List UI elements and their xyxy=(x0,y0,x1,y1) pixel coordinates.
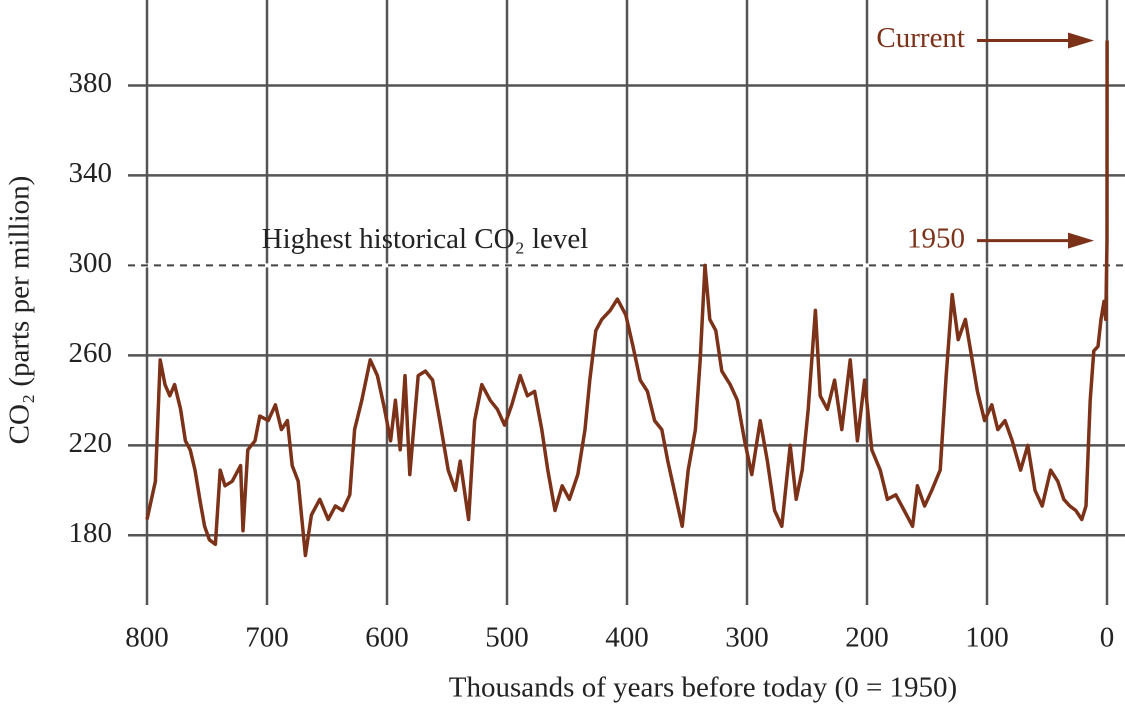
reference-label: Highest historical CO₂ level xyxy=(262,223,589,255)
x-axis-title: Thousands of years before today (0 = 195… xyxy=(449,672,957,704)
annotation: Current xyxy=(876,22,965,54)
y-tick-label: 260 xyxy=(69,337,113,369)
x-tick-label: 800 xyxy=(125,622,169,654)
y-axis-title: CO₂ (parts per million) xyxy=(4,176,36,445)
y-tick-label: 180 xyxy=(69,517,113,549)
y-tick-label: 380 xyxy=(69,67,113,99)
arrow-head xyxy=(1068,232,1094,249)
x-tick-label: 600 xyxy=(365,622,409,654)
x-tick-label: 0 xyxy=(1100,622,1115,654)
x-tick-label: 500 xyxy=(485,622,529,654)
x-tick-label: 200 xyxy=(845,622,889,654)
y-tick-label: 340 xyxy=(69,157,113,189)
x-tick-label: 700 xyxy=(245,622,289,654)
annotation: 1950 xyxy=(907,222,965,254)
x-tick-label: 300 xyxy=(725,622,769,654)
x-tick-label: 100 xyxy=(965,622,1009,654)
data-line xyxy=(145,40,1109,558)
y-tick-label: 220 xyxy=(69,427,113,459)
x-tick-label: 400 xyxy=(605,622,649,654)
y-tick-label: 300 xyxy=(69,247,113,279)
arrow-head xyxy=(1068,32,1094,49)
